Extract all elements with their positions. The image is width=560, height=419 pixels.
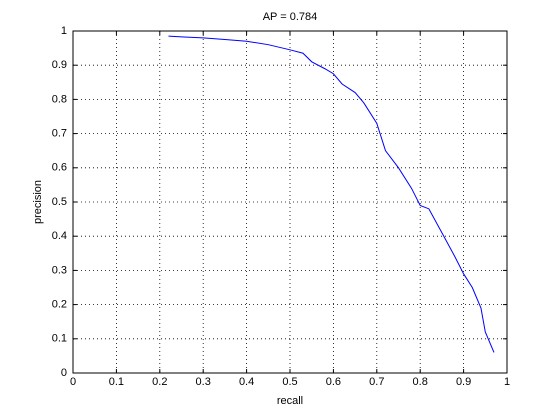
plot-frame <box>72 30 508 374</box>
x-tick-label: 0.4 <box>239 376 254 388</box>
x-tick-label: 1 <box>504 376 510 388</box>
x-tick-label: 0.8 <box>413 376 428 388</box>
chart-title: AP = 0.784 <box>263 11 318 23</box>
pr-curve <box>168 35 495 353</box>
y-tick-label: 0.9 <box>52 59 67 71</box>
y-tick-label: 0.6 <box>52 162 67 174</box>
y-axis-label: precision <box>32 180 44 224</box>
x-tick-label: 0.9 <box>456 376 471 388</box>
x-tick-label: 0.1 <box>109 376 124 388</box>
x-tick-label: 0 <box>70 376 76 388</box>
y-tick-label: 0.8 <box>52 93 67 105</box>
x-tick-label: 0.6 <box>326 376 341 388</box>
y-tick-label: 0.7 <box>52 128 67 140</box>
x-tick-label: 0.3 <box>196 376 211 388</box>
y-tick-label: 0 <box>61 367 67 379</box>
y-tick-label: 0.2 <box>52 299 67 311</box>
x-tick-label: 0.2 <box>152 376 167 388</box>
x-tick-label: 0.5 <box>282 376 297 388</box>
x-tick-label: 0.7 <box>369 376 384 388</box>
y-tick-label: 1 <box>61 25 67 37</box>
y-tick-label: 0.1 <box>52 333 67 345</box>
y-tick-label: 0.4 <box>52 230 67 242</box>
y-tick-label: 0.3 <box>52 264 67 276</box>
y-tick-label: 0.5 <box>52 196 67 208</box>
x-axis-label: recall <box>277 395 303 407</box>
